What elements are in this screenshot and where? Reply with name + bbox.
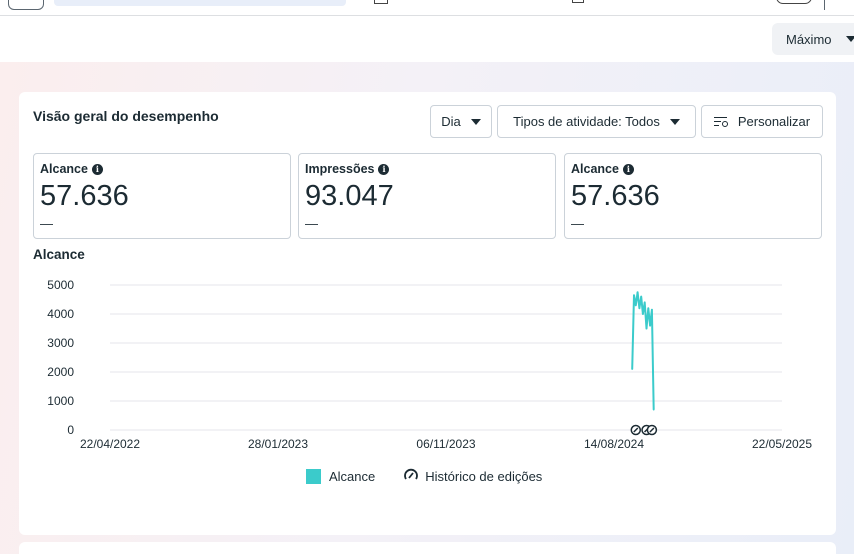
data-point (651, 308, 653, 311)
performance-overview-card: Visão geral do desempenho Dia Tipos de a… (19, 92, 836, 535)
chevron-down-icon (845, 36, 854, 42)
period-label: Dia (441, 114, 461, 129)
date-range-select[interactable]: Máximo (772, 23, 854, 55)
metric-card-impressions[interactable]: Impressões i 93.047 — (298, 153, 556, 239)
metric-value: 93.047 (305, 180, 394, 212)
metric-card-reach-2[interactable]: Alcance i 57.636 — (564, 153, 822, 239)
data-point (642, 313, 644, 315)
back-button[interactable] (8, 0, 44, 10)
activity-types-label: Tipos de atividade: Todos (513, 114, 660, 129)
metric-change: — (305, 216, 318, 231)
panel-edge (824, 0, 854, 10)
metric-value: 57.636 (40, 180, 129, 212)
y-tick-label: 4000 (47, 307, 74, 321)
activity-types-dropdown[interactable]: Tipos de atividade: Todos (497, 105, 696, 138)
x-tick-label: 22/05/2025 (752, 437, 812, 451)
y-tick-label: 2000 (47, 365, 74, 379)
sub-header (0, 16, 854, 62)
legend-swatch (306, 468, 321, 484)
data-point (652, 408, 655, 411)
toggle-icon[interactable] (776, 0, 812, 4)
chevron-down-icon (669, 118, 680, 125)
x-tick-label: 14/08/2024 (584, 437, 644, 451)
next-card (19, 542, 836, 554)
series-line-alcance (631, 291, 655, 410)
x-tick-label: 06/11/2023 (416, 437, 475, 451)
metric-value: 57.636 (571, 180, 660, 212)
browser-top-strip (0, 0, 854, 16)
data-point (633, 294, 635, 296)
reach-line-chart[interactable]: 0 1000 2000 3000 4000 5000 22/04/2022 28/01/202… (19, 92, 836, 472)
x-tick-label: 22/04/2022 (80, 437, 140, 451)
info-icon[interactable]: i (91, 163, 103, 175)
chart-title: Alcance (33, 247, 85, 262)
legend-history-label: Histórico de edições (425, 468, 543, 484)
data-point (631, 368, 634, 370)
data-point (640, 295, 642, 298)
data-point (647, 307, 650, 309)
data-point (638, 307, 641, 309)
customize-button[interactable]: Personalizar (701, 105, 823, 138)
x-tick-label: 28/01/2023 (248, 437, 308, 451)
calendar-icon[interactable] (572, 0, 584, 3)
settings-list-icon (713, 116, 728, 128)
metric-change: — (40, 216, 53, 231)
data-point (636, 291, 639, 294)
date-range-label: Máximo (786, 31, 832, 47)
legend-history[interactable]: Histórico de edições (403, 468, 542, 484)
edit-history-marker[interactable] (646, 424, 658, 436)
data-point (643, 301, 646, 304)
metric-card-reach[interactable]: Alcance i 57.636 — (33, 153, 291, 239)
info-icon[interactable]: i (622, 163, 634, 175)
data-point (645, 327, 648, 330)
data-point (649, 324, 651, 327)
chart-legend: Alcance Histórico de edições (306, 468, 542, 484)
y-tick-label: 0 (67, 423, 74, 437)
customize-label: Personalizar (737, 114, 811, 129)
y-tick-label: 5000 (47, 278, 74, 292)
edit-history-icon (404, 468, 419, 480)
metric-label: Alcance (40, 162, 88, 176)
edit-history-marker[interactable] (630, 424, 642, 436)
metric-change: — (571, 216, 584, 231)
metric-label: Alcance (571, 162, 619, 176)
legend-series-label[interactable]: Alcance (329, 468, 376, 484)
grid-icon[interactable] (374, 0, 388, 4)
y-tick-label: 3000 (47, 336, 74, 350)
active-tab[interactable] (54, 0, 346, 6)
data-point (634, 304, 637, 307)
period-dropdown[interactable]: Dia (430, 105, 492, 138)
info-icon[interactable]: i (378, 163, 390, 175)
y-tick-label: 1000 (47, 394, 74, 408)
metric-label: Impressões (305, 162, 375, 176)
chevron-down-icon (470, 118, 481, 125)
card-title: Visão geral do desempenho (33, 108, 219, 124)
